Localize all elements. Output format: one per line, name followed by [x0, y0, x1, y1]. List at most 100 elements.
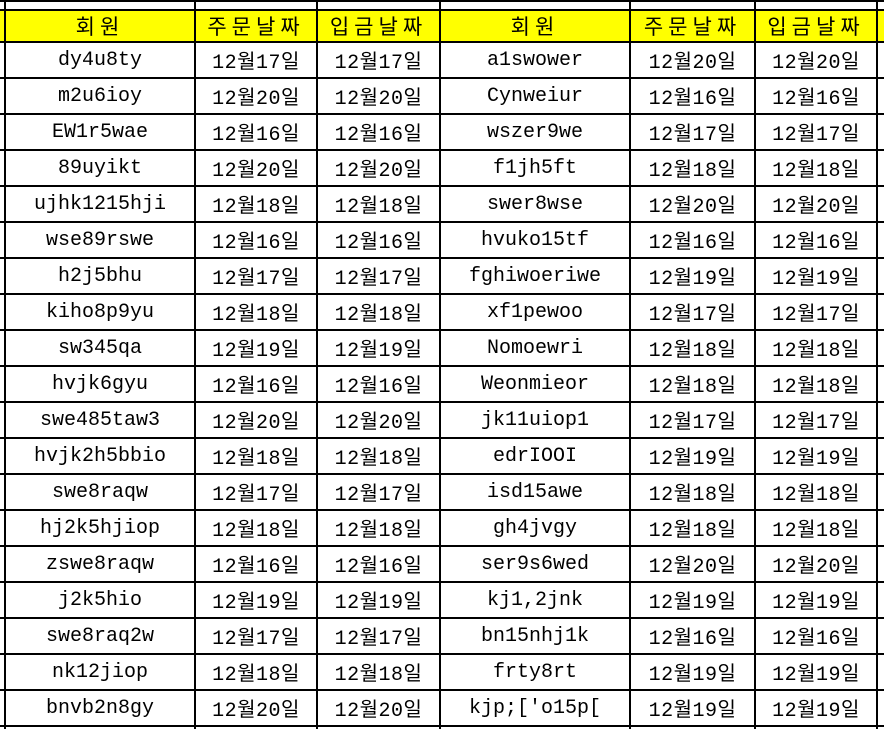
member-cell[interactable]: jk11uiop1 [439, 401, 631, 439]
deposit-date-cell[interactable]: 12월16일 [754, 221, 878, 259]
member-cell[interactable]: sw345qa [4, 329, 196, 367]
deposit-date-cell[interactable]: 12월20일 [754, 41, 878, 79]
member-cell[interactable]: dy4u8ty [4, 41, 196, 79]
member-cell[interactable]: hvuko15tf [439, 221, 631, 259]
order-date-cell[interactable]: 12월20일 [194, 689, 318, 727]
member-cell[interactable]: m2u6ioy [4, 77, 196, 115]
order-date-cell[interactable]: 12월17일 [194, 617, 318, 655]
order-date-cell[interactable]: 12월19일 [629, 689, 756, 727]
order-date-cell[interactable]: 12월20일 [629, 545, 756, 583]
member-cell[interactable]: wse89rswe [4, 221, 196, 259]
deposit-date-cell[interactable]: 12월16일 [316, 113, 441, 151]
order-date-cell[interactable]: 12월20일 [194, 149, 318, 187]
deposit-date-cell[interactable]: 12월18일 [754, 509, 878, 547]
member-cell[interactable]: fghiwoeriwe [439, 257, 631, 295]
order-date-cell[interactable]: 12월16일 [629, 77, 756, 115]
header-order-date[interactable]: 주문날짜 [194, 9, 318, 43]
order-date-cell[interactable]: 12월18일 [629, 509, 756, 547]
order-date-cell[interactable]: 12월19일 [194, 329, 318, 367]
order-date-cell[interactable]: 12월18일 [194, 509, 318, 547]
order-date-cell[interactable]: 12월16일 [194, 365, 318, 403]
header-deposit-date[interactable]: 입금날짜 [316, 9, 441, 43]
deposit-date-cell[interactable]: 12월20일 [316, 401, 441, 439]
deposit-date-cell[interactable]: 12월17일 [754, 293, 878, 331]
deposit-date-cell[interactable]: 12월18일 [754, 473, 878, 511]
member-cell[interactable]: bn15nhj1k [439, 617, 631, 655]
member-cell[interactable]: EW1r5wae [4, 113, 196, 151]
order-date-cell[interactable]: 12월20일 [194, 77, 318, 115]
deposit-date-cell[interactable]: 12월18일 [316, 293, 441, 331]
deposit-date-cell[interactable]: 12월20일 [316, 149, 441, 187]
member-cell[interactable]: j2k5hio [4, 581, 196, 619]
header-deposit-date[interactable]: 입금날짜 [754, 9, 878, 43]
deposit-date-cell[interactable]: 12월16일 [754, 617, 878, 655]
member-cell[interactable]: Cynweiur [439, 77, 631, 115]
order-date-cell[interactable]: 12월18일 [194, 437, 318, 475]
member-cell[interactable]: ser9s6wed [439, 545, 631, 583]
deposit-date-cell[interactable]: 12월17일 [316, 257, 441, 295]
deposit-date-cell[interactable]: 12월18일 [754, 365, 878, 403]
deposit-date-cell[interactable]: 12월17일 [754, 113, 878, 151]
deposit-date-cell[interactable]: 12월20일 [316, 689, 441, 727]
order-date-cell[interactable]: 12월19일 [629, 257, 756, 295]
deposit-date-cell[interactable]: 12월19일 [754, 689, 878, 727]
deposit-date-cell[interactable]: 12월17일 [316, 473, 441, 511]
member-cell[interactable]: swe485taw3 [4, 401, 196, 439]
member-cell[interactable]: swe8raq2w [4, 617, 196, 655]
member-cell[interactable]: nk12jiop [4, 653, 196, 691]
member-cell[interactable]: kj1,2jnk [439, 581, 631, 619]
member-cell[interactable]: hvjk6gyu [4, 365, 196, 403]
deposit-date-cell[interactable]: 12월19일 [316, 581, 441, 619]
order-date-cell[interactable]: 12월19일 [194, 581, 318, 619]
deposit-date-cell[interactable]: 12월18일 [316, 185, 441, 223]
order-date-cell[interactable]: 12월17일 [629, 401, 756, 439]
order-date-cell[interactable]: 12월18일 [629, 473, 756, 511]
deposit-date-cell[interactable]: 12월20일 [754, 185, 878, 223]
member-cell[interactable]: edrIOOI [439, 437, 631, 475]
deposit-date-cell[interactable]: 12월18일 [316, 437, 441, 475]
member-cell[interactable]: h2j5bhu [4, 257, 196, 295]
order-date-cell[interactable]: 12월18일 [194, 185, 318, 223]
deposit-date-cell[interactable]: 12월19일 [754, 437, 878, 475]
order-date-cell[interactable]: 12월18일 [629, 149, 756, 187]
member-cell[interactable]: f1jh5ft [439, 149, 631, 187]
member-cell[interactable]: kjp;['o15p[ [439, 689, 631, 727]
deposit-date-cell[interactable]: 12월17일 [316, 617, 441, 655]
order-date-cell[interactable]: 12월16일 [194, 221, 318, 259]
header-order-date[interactable]: 주문날짜 [629, 9, 756, 43]
member-cell[interactable]: wszer9we [439, 113, 631, 151]
order-date-cell[interactable]: 12월16일 [194, 545, 318, 583]
deposit-date-cell[interactable]: 12월17일 [316, 41, 441, 79]
order-date-cell[interactable]: 12월16일 [629, 617, 756, 655]
member-cell[interactable]: a1swower [439, 41, 631, 79]
member-cell[interactable]: zswe8raqw [4, 545, 196, 583]
deposit-date-cell[interactable]: 12월18일 [754, 329, 878, 367]
order-date-cell[interactable]: 12월17일 [194, 41, 318, 79]
order-date-cell[interactable]: 12월19일 [629, 653, 756, 691]
header-member[interactable]: 회원 [4, 9, 196, 43]
member-cell[interactable]: Weonmieor [439, 365, 631, 403]
deposit-date-cell[interactable]: 12월16일 [316, 365, 441, 403]
deposit-date-cell[interactable]: 12월16일 [316, 221, 441, 259]
member-cell[interactable]: hvjk2h5bbio [4, 437, 196, 475]
order-date-cell[interactable]: 12월18일 [629, 329, 756, 367]
deposit-date-cell[interactable]: 12월17일 [754, 401, 878, 439]
order-date-cell[interactable]: 12월18일 [629, 365, 756, 403]
member-cell[interactable]: 89uyikt [4, 149, 196, 187]
deposit-date-cell[interactable]: 12월19일 [754, 653, 878, 691]
order-date-cell[interactable]: 12월19일 [629, 581, 756, 619]
deposit-date-cell[interactable]: 12월19일 [754, 581, 878, 619]
member-cell[interactable]: swe8raqw [4, 473, 196, 511]
order-date-cell[interactable]: 12월17일 [194, 257, 318, 295]
order-date-cell[interactable]: 12월17일 [629, 113, 756, 151]
member-cell[interactable]: Nomoewri [439, 329, 631, 367]
deposit-date-cell[interactable]: 12월19일 [754, 257, 878, 295]
deposit-date-cell[interactable]: 12월20일 [754, 545, 878, 583]
deposit-date-cell[interactable]: 12월18일 [754, 149, 878, 187]
deposit-date-cell[interactable]: 12월18일 [316, 653, 441, 691]
order-date-cell[interactable]: 12월16일 [629, 221, 756, 259]
order-date-cell[interactable]: 12월17일 [629, 293, 756, 331]
header-member[interactable]: 회원 [439, 9, 631, 43]
order-date-cell[interactable]: 12월20일 [629, 41, 756, 79]
member-cell[interactable]: isd15awe [439, 473, 631, 511]
